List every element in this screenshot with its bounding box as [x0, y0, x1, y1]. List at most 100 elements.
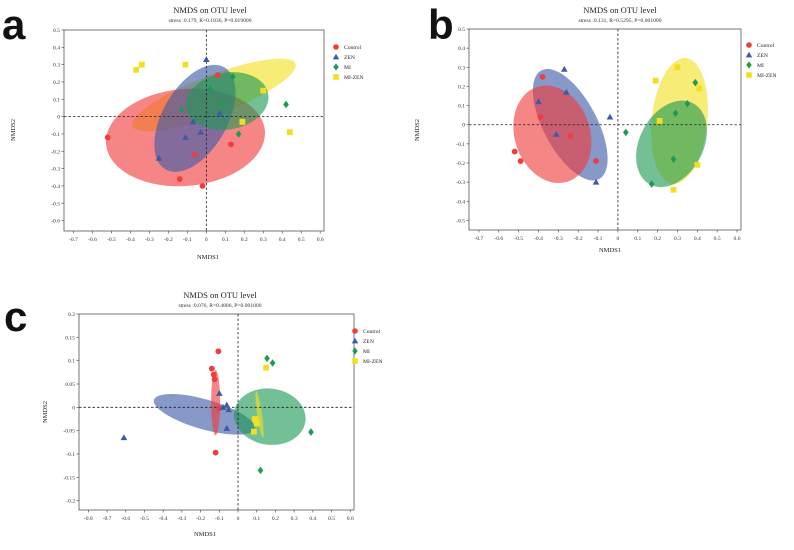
panel-a: a -0.7 -0.6 -0.5 -0.4 -0.3 -0.2 -0.1 0 0.1 0.2 0.3…: [0, 0, 390, 265]
point-mi: [230, 73, 236, 81]
point-mi-zen: [652, 77, 659, 84]
x-tick-label: 0.6: [347, 516, 354, 522]
point-zen: [223, 424, 231, 431]
panel-label-c: c: [4, 293, 28, 340]
y-tick-label: 0.4: [458, 46, 465, 52]
point-mi-zen: [286, 129, 293, 136]
plot-frame: [63, 29, 325, 232]
legend-label-zen: ZEN: [363, 339, 374, 345]
y-axis-label: NMDS2: [414, 119, 421, 141]
legend-label-mi: MI: [344, 65, 351, 71]
x-tick-label: -0.2: [574, 236, 583, 242]
legend-marker-mi: [746, 61, 752, 69]
x-tick-label: -0.1: [215, 516, 224, 522]
x-tick-label: -0.7: [474, 236, 483, 242]
legend-label-control: Control: [363, 329, 381, 335]
legend: Control ZEN MI MI-ZEN: [351, 328, 383, 365]
ellipse-mi: [636, 100, 707, 188]
y-tick-label: 0: [462, 123, 465, 129]
series-mi: [623, 78, 699, 188]
x-tick-label: -0.2: [164, 237, 173, 243]
x-tick-label: 0.2: [272, 516, 279, 522]
y-tick-label: -0.2: [66, 499, 75, 505]
y-tick-label: -0.6: [51, 219, 60, 225]
y-tick-label: -0.5: [51, 201, 60, 207]
series-control: [511, 73, 599, 164]
point-mi-zen: [251, 428, 257, 435]
point-control: [212, 449, 219, 456]
y-tick-label: 0.5: [458, 27, 465, 33]
point-control: [192, 151, 198, 158]
panel-label-b: b: [428, 1, 454, 48]
legend-label-control: Control: [344, 45, 362, 51]
legend-label-mi-zen: MI-ZEN: [363, 359, 383, 365]
legend-marker-mi: [333, 63, 339, 71]
ellipse-mi-zen: [255, 391, 264, 438]
point-zen: [562, 88, 570, 95]
point-zen: [155, 154, 163, 161]
point-control: [511, 148, 518, 155]
legend-marker-mi-zen: [746, 72, 752, 78]
chart-subtitle: stress :0.131, R=0.5295, P=0.001000: [578, 18, 661, 24]
x-tick-label: 0.1: [253, 516, 260, 522]
x-tick-label: -0.7: [69, 237, 78, 243]
series-mi-zen: [133, 61, 293, 136]
point-zen: [182, 134, 189, 140]
point-mi: [670, 155, 677, 163]
x-tick-label: 0.2: [241, 237, 248, 243]
point-mi-zen: [239, 118, 246, 125]
x-tick-label: -0.6: [88, 237, 97, 243]
point-mi: [257, 466, 264, 475]
x-axis-label: NMDS1: [194, 531, 216, 538]
y-axis-label: NMDS2: [10, 119, 17, 141]
y-tick-label: 0.2: [53, 80, 60, 86]
panel-c: c -0.8 -0.7 -0.6 -0.5 -0.4 -0.3 -0.2 -0.1 0 0.1 0.…: [0, 278, 420, 545]
point-mi-zen: [670, 186, 677, 193]
point-mi-zen: [253, 420, 260, 427]
x-tick-label: 0.3: [291, 516, 298, 522]
y-axis-label: NMDS2: [42, 401, 49, 423]
y-tick-label: -0.4: [456, 199, 465, 205]
plot-frame: [78, 313, 355, 511]
chart-c: -0.8 -0.7 -0.6 -0.5 -0.4 -0.3 -0.2 -0.1 0 0.1 0.2 0…: [42, 290, 383, 538]
point-mi: [220, 99, 227, 107]
y-tick-label: 0.4: [53, 45, 60, 51]
legend: Control ZEN MI MI-ZEN: [745, 42, 777, 79]
y-tick-label: 0.2: [68, 312, 75, 318]
x-tick-label: 0.5: [298, 237, 305, 243]
y-tick-label: 0.5: [53, 28, 60, 34]
x-tick-label: -0.4: [126, 237, 135, 243]
point-mi: [308, 428, 314, 436]
legend-marker-zen: [351, 337, 359, 344]
point-zen: [219, 403, 227, 410]
point-mi-zen: [656, 117, 663, 124]
legend-marker-mi-zen: [333, 74, 339, 80]
x-tick-label: 0.3: [674, 236, 681, 242]
x-tick-label: -0.7: [103, 516, 112, 522]
x-tick-label: -0.5: [514, 236, 523, 242]
point-mi: [269, 359, 276, 367]
point-zen: [553, 130, 560, 137]
y-tick-label: -0.3: [456, 180, 465, 186]
x-tick-label: -0.3: [177, 516, 186, 522]
series-mi-zen: [251, 364, 269, 435]
legend-marker-control: [746, 42, 752, 48]
point-mi-zen: [182, 61, 189, 68]
chart-subtitle: stress :0.179, R=0.1836, P=0.019000: [168, 18, 251, 24]
y-tick-label: -0.15: [63, 475, 75, 481]
x-tick-label: 0.2: [654, 236, 661, 242]
point-zen: [560, 65, 568, 72]
x-tick-label: -0.3: [145, 237, 154, 243]
point-zen: [216, 109, 223, 116]
y-tick-label: 0.3: [53, 63, 60, 69]
point-zen: [592, 178, 600, 185]
x-tick-label: -0.4: [534, 236, 543, 242]
legend: Control ZEN MI MI-ZEN: [332, 44, 364, 81]
legend-marker-mi: [352, 347, 358, 355]
x-tick-label: 0.4: [279, 237, 286, 243]
legend-marker-zen: [745, 51, 753, 58]
x-tick-label: -0.5: [140, 516, 149, 522]
x-tick-label: -0.6: [121, 516, 130, 522]
point-mi-zen: [133, 66, 140, 73]
point-mi: [648, 180, 655, 188]
